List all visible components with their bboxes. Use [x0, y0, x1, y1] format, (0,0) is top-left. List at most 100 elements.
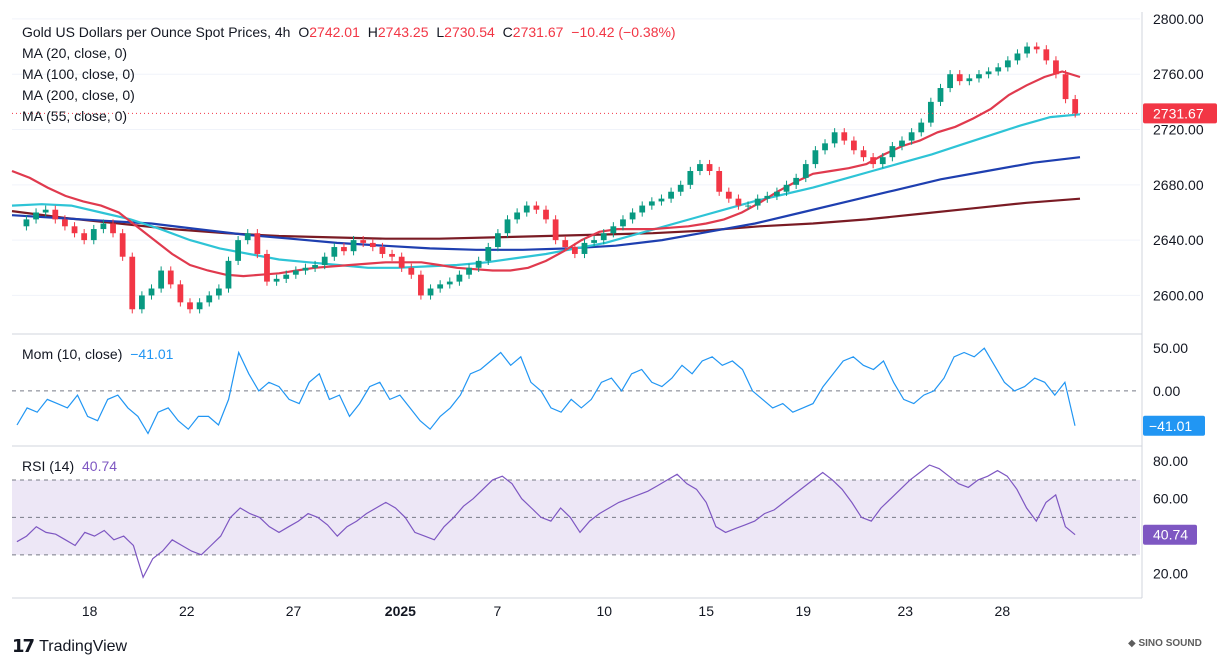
- candle-body: [283, 274, 290, 279]
- candle-body: [860, 150, 867, 158]
- candle-body: [398, 256, 405, 268]
- candle-body: [812, 150, 819, 165]
- candle-body: [533, 205, 540, 210]
- candle-body: [658, 198, 665, 202]
- time-tick-label: 18: [82, 603, 98, 619]
- time-tick-label: 15: [698, 603, 714, 619]
- candle-body: [571, 247, 578, 254]
- ma55-line: [11, 113, 1081, 269]
- candle-body: [206, 295, 213, 303]
- rsi-tick-label: 60.00: [1153, 491, 1188, 507]
- last-price-badge: [1143, 103, 1217, 124]
- rsi-tick-label: 80.00: [1153, 453, 1188, 469]
- high-label: H: [367, 24, 378, 40]
- tradingview-logo[interactable]: 𝟭𝟳 TradingView: [12, 636, 127, 657]
- rsi-last-label: 40.74: [1153, 527, 1188, 543]
- close-label: C: [502, 24, 513, 40]
- candle-body: [119, 233, 126, 257]
- ma100-legend[interactable]: MA (100, close, 0): [22, 66, 135, 82]
- candle-body: [360, 240, 367, 243]
- candle-body: [1043, 49, 1050, 61]
- ma200-legend[interactable]: MA (200, close, 0): [22, 87, 135, 103]
- price-axis: 2600.00 2640.00 2680.00 2720.00 2760.00 2800.…: [12, 11, 1217, 582]
- candle-body: [620, 219, 626, 227]
- candle-body: [331, 247, 338, 257]
- candle-body: [1014, 53, 1021, 61]
- candle-body: [879, 157, 886, 165]
- ma20-legend[interactable]: MA (20, close, 0): [22, 45, 128, 61]
- candle-body: [129, 256, 136, 310]
- candle-body: [110, 223, 116, 234]
- high-value: 2743.25: [377, 24, 429, 40]
- mom-value: −41.01: [130, 346, 174, 362]
- oscillators: [16, 347, 1076, 579]
- candle-body: [937, 88, 944, 102]
- candle-body: [697, 164, 703, 171]
- candle-body: [273, 278, 280, 282]
- rsi-legend[interactable]: RSI (14) 40.74: [22, 456, 121, 476]
- candle-body: [687, 171, 694, 185]
- candle-body: [427, 288, 434, 296]
- time-tick-label: 22: [179, 603, 195, 619]
- candle-body: [706, 164, 713, 171]
- time-tick-label: 27: [286, 603, 302, 619]
- candle-body: [148, 288, 155, 296]
- candle-body: [187, 302, 193, 310]
- candle-body: [437, 284, 444, 289]
- rsi-label: RSI (14): [22, 458, 75, 474]
- price-tick-label: 2640.00: [1153, 232, 1204, 248]
- price-legend: Gold US Dollars per Ounce Spot Prices, 4…: [22, 22, 680, 42]
- mom-legend[interactable]: Mom (10, close) −41.01: [22, 344, 177, 364]
- candle-body: [504, 219, 511, 234]
- candle-body: [177, 284, 184, 303]
- candle-body: [495, 233, 501, 248]
- diamond-logo-icon: ◆: [1128, 638, 1136, 649]
- rsi-band-fill: [12, 479, 1140, 555]
- candle-body: [581, 242, 588, 254]
- candle-body: [369, 242, 376, 248]
- price-tick-label: 2720.00: [1153, 122, 1204, 138]
- candle-body: [851, 140, 857, 151]
- candle-body: [745, 205, 751, 207]
- candle-body: [514, 212, 521, 220]
- candle-body: [774, 191, 780, 196]
- candle-body: [870, 157, 877, 165]
- candle-body: [764, 195, 771, 199]
- candle-body: [716, 171, 723, 192]
- tradingview-logo-text: TradingView: [39, 637, 128, 655]
- candle-body: [956, 74, 963, 82]
- candle-body: [225, 260, 232, 289]
- candle-body: [1033, 46, 1040, 50]
- candle-body: [735, 198, 742, 206]
- ma55-legend[interactable]: MA (55, close, 0): [22, 108, 128, 124]
- price-tick-label: 2600.00: [1153, 287, 1204, 303]
- candle-body: [668, 191, 674, 199]
- candle-body: [302, 267, 309, 271]
- ma100-line: [11, 156, 1081, 251]
- mom-tick-label: 50.00: [1153, 340, 1188, 356]
- candle-body: [350, 240, 357, 252]
- symbol-title[interactable]: Gold US Dollars per Ounce Spot Prices, 4…: [22, 24, 291, 40]
- low-value: 2730.54: [444, 24, 495, 40]
- candle-body: [292, 270, 299, 275]
- candle-body: [725, 191, 732, 199]
- candle-body: [543, 209, 549, 220]
- low-label: L: [436, 24, 445, 40]
- candle-body: [918, 122, 925, 133]
- candle-body: [466, 267, 472, 275]
- candle-body: [1004, 60, 1011, 68]
- candle-body: [1072, 99, 1079, 114]
- candle-body: [23, 219, 30, 227]
- candle-body: [754, 198, 761, 206]
- mom-last-label: −41.01: [1149, 418, 1192, 434]
- candle-body: [456, 274, 463, 282]
- candle-body: [215, 288, 222, 296]
- candle-body: [648, 201, 655, 206]
- candle-body: [841, 132, 848, 141]
- change-value: −10.42 (−0.38%): [571, 24, 676, 40]
- candle-body: [639, 205, 646, 213]
- time-tick-label: 23: [897, 603, 913, 619]
- candle-body: [321, 256, 328, 266]
- rsi-band: [12, 479, 1140, 556]
